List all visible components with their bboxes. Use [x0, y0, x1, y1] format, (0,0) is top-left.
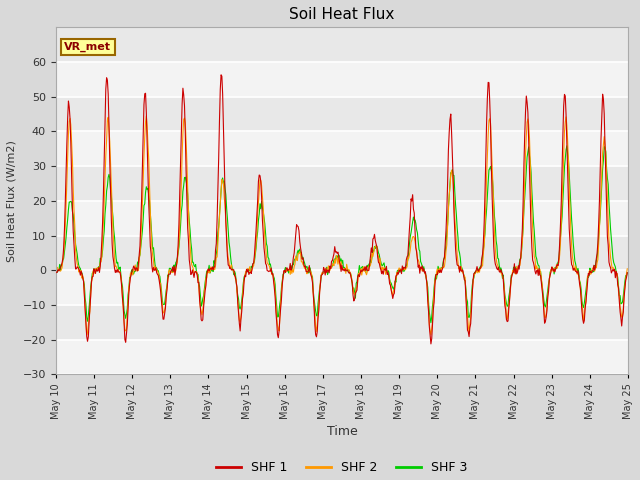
- SHF 2: [429, 300, 437, 306]
- SHF 2: [623, 266, 631, 272]
- SHF 1: [412, 245, 420, 251]
- Title: Soil Heat Flux: Soil Heat Flux: [289, 7, 395, 22]
- SHF 3: [411, 217, 419, 223]
- Bar: [56, 62, 628, 96]
- Line: SHF 3: SHF 3: [56, 146, 627, 323]
- SHF 1: [427, 341, 435, 347]
- SHF 3: [209, 269, 217, 275]
- Bar: [56, 201, 628, 236]
- SHF 2: [52, 268, 60, 274]
- SHF 1: [179, 85, 187, 91]
- SHF 3: [563, 143, 571, 149]
- SHF 3: [52, 264, 60, 270]
- Bar: [56, 270, 628, 305]
- SHF 2: [180, 115, 188, 121]
- SHF 3: [623, 270, 631, 276]
- X-axis label: Time: Time: [326, 425, 357, 438]
- SHF 2: [413, 248, 420, 253]
- SHF 1: [121, 336, 129, 342]
- Y-axis label: Soil Heat Flux (W/m2): Soil Heat Flux (W/m2): [7, 140, 17, 262]
- SHF 2: [143, 113, 150, 119]
- Bar: [56, 132, 628, 166]
- SHF 2: [62, 204, 70, 209]
- SHF 2: [211, 267, 218, 273]
- SHF 3: [427, 320, 435, 325]
- SHF 3: [62, 235, 70, 240]
- SHF 1: [623, 270, 631, 276]
- SHF 3: [429, 303, 436, 309]
- SHF 3: [179, 189, 187, 194]
- SHF 1: [209, 267, 217, 273]
- Legend: SHF 1, SHF 2, SHF 3: SHF 1, SHF 2, SHF 3: [211, 456, 473, 479]
- SHF 2: [83, 332, 91, 338]
- SHF 1: [62, 169, 70, 175]
- Line: SHF 2: SHF 2: [56, 116, 627, 335]
- Line: SHF 1: SHF 1: [56, 75, 627, 344]
- Text: VR_met: VR_met: [64, 42, 111, 52]
- Bar: [56, 340, 628, 374]
- SHF 1: [217, 72, 225, 78]
- SHF 3: [121, 312, 129, 317]
- SHF 1: [52, 270, 60, 276]
- SHF 2: [122, 328, 129, 334]
- SHF 1: [429, 307, 437, 312]
